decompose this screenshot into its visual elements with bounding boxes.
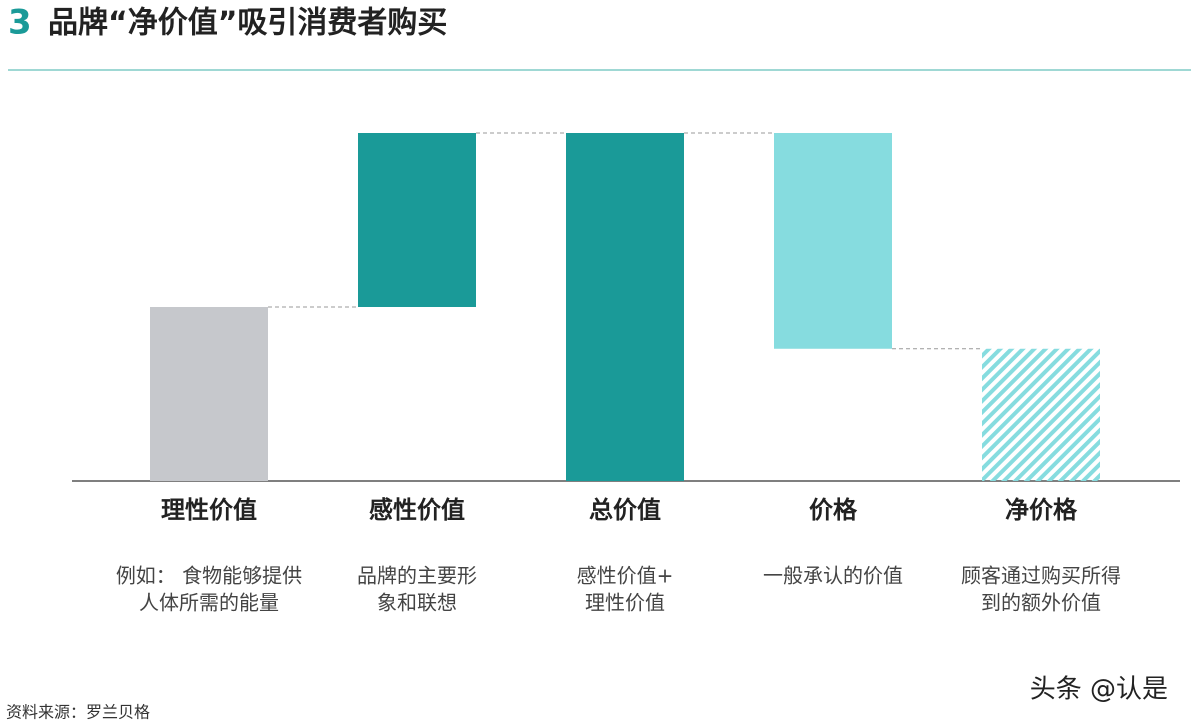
category-description: 到的额外价值 — [981, 591, 1101, 615]
category-description: 象和联想 — [377, 591, 457, 615]
category-label: 价格 — [809, 496, 858, 524]
bar — [982, 348, 1100, 481]
category-label: 净价格 — [1005, 496, 1078, 524]
bar — [774, 133, 892, 349]
category-label: 总价值 — [589, 496, 661, 524]
watermark: 头条 @认是 — [1030, 675, 1168, 705]
source: 资料来源：罗兰贝格 — [6, 703, 150, 722]
category-description: 顾客通过购买所得 — [961, 564, 1121, 588]
category-description: 一般承认的价值 — [763, 564, 903, 588]
category-description: 品牌的主要形 — [357, 564, 477, 588]
bar — [566, 133, 684, 481]
chart-number: 3 — [8, 3, 32, 43]
bar — [150, 307, 268, 481]
category-description: 理性价值 — [585, 591, 665, 615]
category-label: 感性价值 — [369, 496, 465, 524]
bar — [358, 133, 476, 307]
category-description: 例如： 食物能够提供 — [116, 564, 302, 588]
category-description: 人体所需的能量 — [139, 591, 279, 615]
chart-title: 品牌“净价值”吸引消费者购买 — [48, 6, 447, 41]
category-label: 理性价值 — [161, 496, 257, 524]
category-description: 感性价值+ — [577, 564, 674, 588]
